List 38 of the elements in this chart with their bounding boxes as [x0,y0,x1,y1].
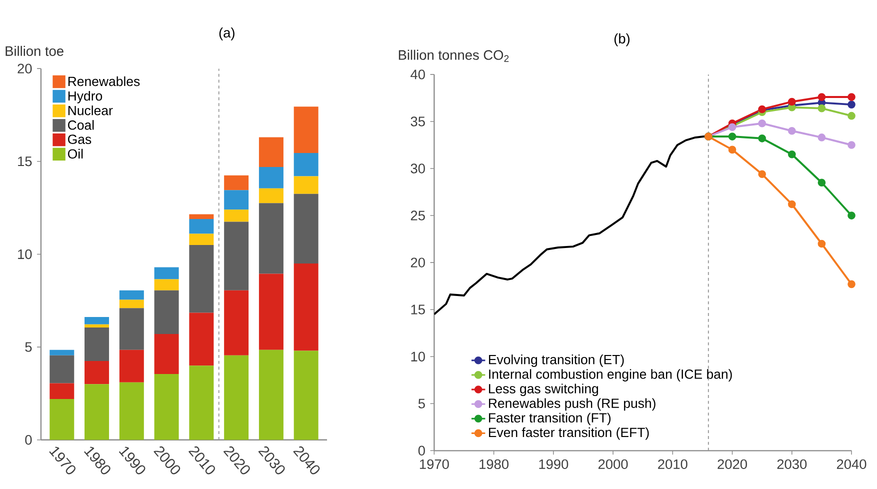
chart-title: (a) [219,28,234,40]
legend-label: Renewables [68,76,140,86]
y-tick-label: 0 [418,446,425,456]
x-tick-label: 1990 [539,459,568,470]
legend-label: Renewables push (RE push) [489,398,656,411]
y-axis-title: Billion toe [6,46,64,56]
legend-label: Nuclear [68,106,113,116]
y-tick-label: 35 [410,116,425,126]
y-tick-label: 30 [410,164,425,174]
legend-label: Hydro [68,91,102,104]
y-tick-label: 10 [411,352,425,362]
x-tick-label: 2030 [777,459,807,470]
x-tick-label: 2010 [658,459,688,470]
x-tick-label: 2000 [598,459,628,470]
x-tick-label: 2020 [718,459,747,470]
chart-title: (b) [614,33,630,46]
legend-label: Faster transition (FT) [489,412,611,426]
y-tick-label: 20 [18,64,32,74]
legend-label: Coal [68,120,94,130]
y-tick-label: 15 [411,304,425,314]
legend-label: Oil [68,148,83,159]
y-tick-label: 5 [25,342,32,352]
y-tick-label: 20 [410,258,425,268]
y-tick-label: 0 [25,435,32,445]
x-tick-label: 1980 [480,459,509,470]
legend-label: Evolving transition (ET) [489,354,624,367]
x-tick-label: 1970 [420,459,449,470]
legend-label: Less gas switching [489,384,598,396]
y-tick-label: 15 [18,156,32,166]
y-axis-title: Billion tonnes CO$_{2}$ [398,50,509,62]
y-tick-label: 40 [410,70,425,80]
y-tick-label: 25 [410,210,425,220]
y-tick-label: 10 [18,249,32,260]
y-tick-label: 5 [418,398,425,408]
legend-label: Internal combustion engine ban (ICE ban) [489,369,732,382]
legend-label: Even faster transition (EFT) [489,427,649,440]
x-tick-label: 2040 [836,459,866,470]
legend-label: Gas [68,134,92,144]
